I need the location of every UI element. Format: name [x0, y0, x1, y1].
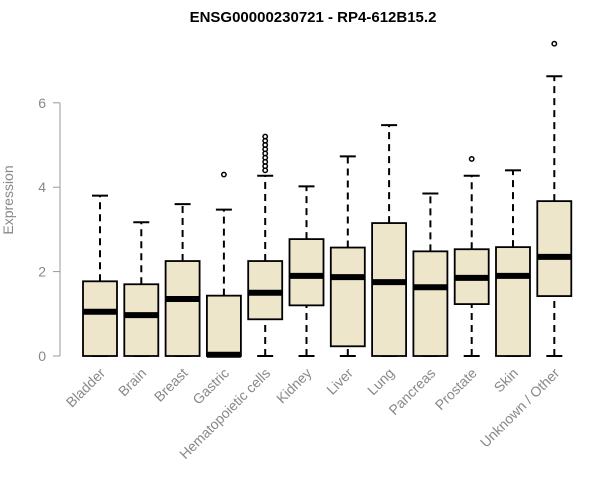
y-tick-label-0: 0 [38, 348, 46, 364]
outlier-4-8 [262, 133, 269, 140]
y-axis: 0 2 4 6 [38, 95, 61, 364]
y-tick-label-1: 2 [38, 264, 46, 280]
x-tick-label-7: Lung [364, 365, 397, 398]
box-6 [329, 155, 366, 357]
iqr-box-6 [329, 246, 366, 348]
x-tick-label-0: Bladder [63, 365, 109, 411]
box-1 [123, 221, 160, 357]
box-0 [82, 194, 118, 357]
iqr-box-10 [495, 246, 531, 357]
outlier-3-0 [220, 171, 227, 178]
x-tick-label-2: Breast [151, 365, 191, 405]
box-7 [371, 124, 408, 357]
y-axis-label: Expression [0, 165, 16, 234]
box-5 [288, 185, 325, 357]
iqr-box-0 [82, 280, 118, 357]
x-tick-label-6: Liver [323, 365, 356, 398]
iqr-box-11 [536, 200, 573, 297]
box-2 [164, 203, 201, 357]
iqr-box-1 [123, 283, 160, 357]
y-tick-label-3: 6 [38, 95, 46, 111]
box-11 [536, 40, 573, 357]
box-plot-series [82, 40, 573, 358]
x-tick-label-9: Prostate [432, 365, 480, 413]
box-3 [205, 171, 242, 358]
iqr-box-8 [412, 250, 449, 357]
box-9 [453, 155, 490, 357]
iqr-box-5 [288, 238, 325, 307]
x-tick-label-5: Kidney [273, 365, 315, 407]
outlier-11-0 [551, 40, 558, 47]
box-10 [495, 169, 531, 357]
x-tick-label-10: Skin [491, 365, 522, 396]
box-4 [247, 133, 284, 357]
x-tick-label-1: Brain [115, 365, 149, 399]
y-tick-label-2: 4 [38, 179, 46, 195]
box-8 [412, 192, 449, 357]
iqr-box-7 [371, 222, 408, 357]
outlier-9-0 [468, 155, 475, 162]
chart-title: ENSG00000230721 - RP4-612B15.2 [190, 9, 437, 26]
iqr-box-3 [205, 294, 242, 357]
iqr-box-2 [164, 260, 201, 357]
